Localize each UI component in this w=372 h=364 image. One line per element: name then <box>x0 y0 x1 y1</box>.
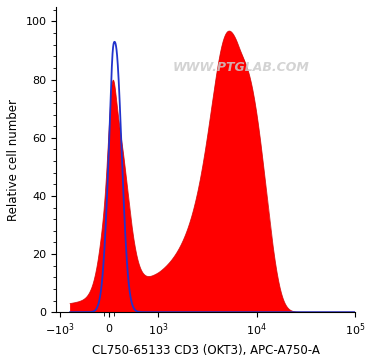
Y-axis label: Relative cell number: Relative cell number <box>7 99 20 221</box>
Text: WWW.PTGLAB.COM: WWW.PTGLAB.COM <box>173 62 310 75</box>
X-axis label: CL750-65133 CD3 (OKT3), APC-A750-A: CL750-65133 CD3 (OKT3), APC-A750-A <box>92 344 320 357</box>
